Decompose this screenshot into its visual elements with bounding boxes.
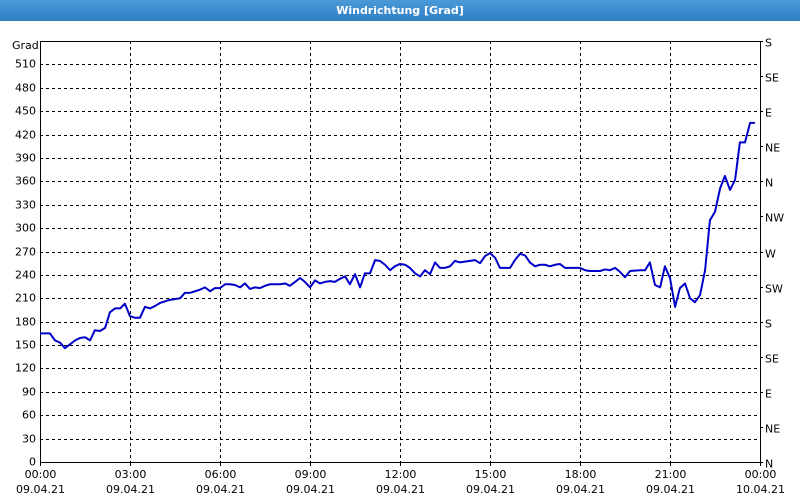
y-tick-label: 0 bbox=[29, 456, 36, 469]
x-tick-label: 15:00 09.04.21 bbox=[466, 468, 515, 496]
y2-tick-label: W bbox=[765, 248, 776, 261]
y-tick-label: 30 bbox=[22, 433, 36, 446]
y-tick-label: 480 bbox=[15, 82, 36, 95]
y-tick-label: 450 bbox=[15, 105, 36, 118]
x-tick-label: 21:00 09.04.21 bbox=[646, 468, 695, 496]
y2-tick-label: NW bbox=[765, 212, 784, 225]
y-tick-label: 180 bbox=[15, 316, 36, 329]
y-axis-label: Grad bbox=[12, 39, 39, 52]
y-tick-label: 360 bbox=[15, 175, 36, 188]
y-tick-label: 420 bbox=[15, 129, 36, 142]
chart-title: Windrichtung [Grad] bbox=[0, 0, 800, 21]
y2-tick-label: SE bbox=[765, 353, 779, 366]
y-tick-label: 330 bbox=[15, 199, 36, 212]
y2-tick-label: N bbox=[765, 177, 773, 190]
y2-tick-label: E bbox=[765, 388, 772, 401]
y-tick-label: 270 bbox=[15, 246, 36, 259]
x-tick-label: 18:00 09.04.21 bbox=[556, 468, 605, 496]
x-tick-label: 00:00 10.04.21 bbox=[736, 468, 785, 496]
y2-tick-label: N bbox=[765, 458, 773, 471]
y2-tick-label: S bbox=[765, 37, 772, 50]
y2-tick-label: SE bbox=[765, 72, 779, 85]
y-tick-label: 300 bbox=[15, 222, 36, 235]
y2-tick-label: SW bbox=[765, 283, 783, 296]
y2-tick-label: E bbox=[765, 107, 772, 120]
y2-tick-label: NE bbox=[765, 142, 780, 155]
x-tick-label: 03:00 09.04.21 bbox=[106, 468, 155, 496]
plot-frame bbox=[40, 41, 761, 463]
data-line bbox=[40, 121, 755, 350]
y-tick-label: 390 bbox=[15, 152, 36, 165]
x-tick-label: 00:00 09.04.21 bbox=[16, 468, 65, 496]
y-tick-label: 210 bbox=[15, 292, 36, 305]
y2-tick-label: NE bbox=[765, 423, 780, 436]
y2-tick-label: S bbox=[765, 318, 772, 331]
x-tick-label: 12:00 09.04.21 bbox=[376, 468, 425, 496]
y-tick-label: 240 bbox=[15, 269, 36, 282]
y-tick-label: 60 bbox=[22, 409, 36, 422]
y-tick-label: 510 bbox=[15, 58, 36, 71]
y-tick-label: 90 bbox=[22, 386, 36, 399]
x-tick-label: 06:00 09.04.21 bbox=[196, 468, 245, 496]
y-tick-label: 120 bbox=[15, 362, 36, 375]
x-tick-label: 09:00 09.04.21 bbox=[286, 468, 335, 496]
y-tick-label: 150 bbox=[15, 339, 36, 352]
